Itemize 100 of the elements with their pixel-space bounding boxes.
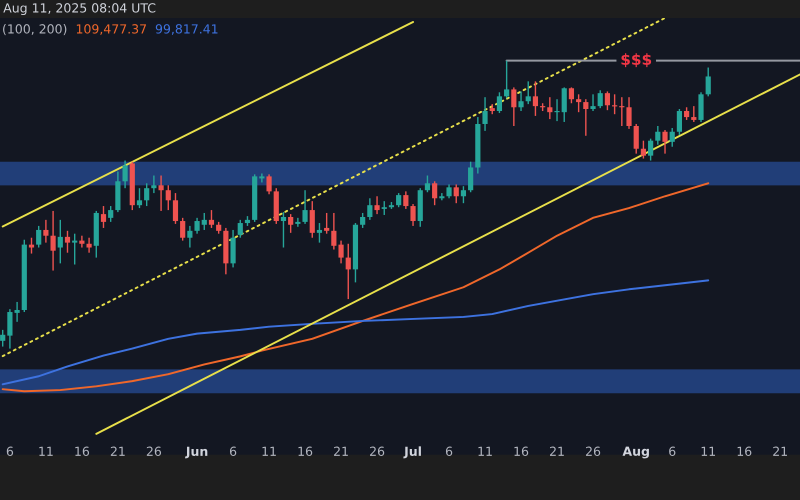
candlestick <box>374 196 380 215</box>
candlestick <box>166 184 171 211</box>
candlestick <box>626 96 632 130</box>
x-tick-label: Aug <box>622 446 649 458</box>
candlestick <box>280 211 286 248</box>
candlestick <box>187 225 192 248</box>
candlestick <box>202 212 207 231</box>
x-tick-label: 11 <box>262 446 276 456</box>
candlestick <box>583 98 588 136</box>
text: 99,817.41 <box>156 24 218 35</box>
x-tick-label: 6 <box>6 446 14 456</box>
candlestick <box>0 329 6 348</box>
candlestick <box>302 190 308 225</box>
candlestick <box>7 308 12 350</box>
candlestick <box>180 217 186 242</box>
candlestick <box>562 86 567 123</box>
candlestick <box>382 200 387 216</box>
x-tick-label: 16 <box>514 446 528 456</box>
candlestick <box>403 190 408 210</box>
candlestick <box>244 215 250 227</box>
candlestick <box>655 125 660 146</box>
candlestick <box>43 219 48 244</box>
x-tick-label: 26 <box>146 446 162 456</box>
candlestick <box>598 90 603 109</box>
candlestick <box>706 66 711 98</box>
candlestick <box>316 222 322 244</box>
candlestick <box>36 225 42 248</box>
x-tick-label: 26 <box>370 446 384 456</box>
x-tick-label: Jun <box>185 446 208 458</box>
candlestick <box>504 60 510 100</box>
candlestick <box>460 185 466 204</box>
candlestick <box>346 243 351 300</box>
candlestick <box>446 184 452 199</box>
candlestick <box>648 138 654 162</box>
candlestick <box>547 96 552 120</box>
candlestick <box>676 108 682 136</box>
candlestick <box>691 105 696 123</box>
x-tick-label: 26 <box>586 446 600 456</box>
candlestick <box>604 90 610 111</box>
candlestick <box>468 161 474 193</box>
candlestick <box>526 80 531 105</box>
candlestick <box>288 213 294 234</box>
candlestick <box>532 80 538 117</box>
candlestick <box>100 205 106 229</box>
candlestick <box>576 94 582 113</box>
candlestick <box>670 127 675 148</box>
x-tick-label: 16 <box>298 446 312 456</box>
candlestick <box>194 217 200 234</box>
candlestick <box>568 86 574 104</box>
candlestick <box>64 230 70 254</box>
x-tick-label: 6 <box>669 446 676 456</box>
candlestick <box>662 129 668 154</box>
x-tick-label: 11 <box>478 446 492 456</box>
candlestick <box>511 86 516 127</box>
x-tick-label: 21 <box>110 446 125 456</box>
candlestick <box>640 140 646 160</box>
x-tick-label: 16 <box>75 446 90 456</box>
x-tick-label: 21 <box>773 446 787 456</box>
candlestick <box>28 237 34 254</box>
x-tick-label: 11 <box>39 446 53 456</box>
candlestick <box>50 210 56 272</box>
candlestick <box>144 182 150 207</box>
text: Aug 11, 2025 08:04 UTC <box>3 3 156 16</box>
candlestick <box>108 205 114 223</box>
candlestick <box>518 90 524 112</box>
candlestick <box>122 160 128 189</box>
candlestick <box>208 209 214 229</box>
candlestick <box>490 103 495 115</box>
candlestick <box>496 92 502 114</box>
candlestick <box>432 180 438 206</box>
candlestick <box>454 184 459 204</box>
x-tick-label: 16 <box>738 446 752 456</box>
x-tick-label: 6 <box>446 446 452 456</box>
candlestick <box>367 198 372 221</box>
annotation: $$$ <box>621 53 652 68</box>
x-tick-label: 21 <box>334 446 348 456</box>
candlestick <box>540 102 546 112</box>
candlestick <box>634 123 639 154</box>
candlestick <box>86 237 92 254</box>
candlestick <box>424 174 430 193</box>
candlestick <box>396 192 402 208</box>
text: 109,477.37 <box>76 24 146 35</box>
candlestick <box>79 235 84 248</box>
x-tick-label: 21 <box>550 446 564 456</box>
x-tick-label: 6 <box>230 446 236 456</box>
x-tick-label: Jul <box>403 446 421 458</box>
text: (100, 200) <box>3 24 66 36</box>
candlestick <box>360 212 366 229</box>
candlestick <box>72 233 78 266</box>
candlestick <box>216 221 222 234</box>
candlestick <box>338 240 344 264</box>
candlestick <box>310 200 315 238</box>
candlestick <box>238 219 243 238</box>
candlestick <box>266 174 272 195</box>
x-tick-label: 11 <box>702 446 716 456</box>
candlestick <box>331 212 336 250</box>
candlestick <box>684 106 690 121</box>
candlestick <box>482 96 488 132</box>
candlestick <box>590 94 596 112</box>
candlestick <box>14 301 20 323</box>
